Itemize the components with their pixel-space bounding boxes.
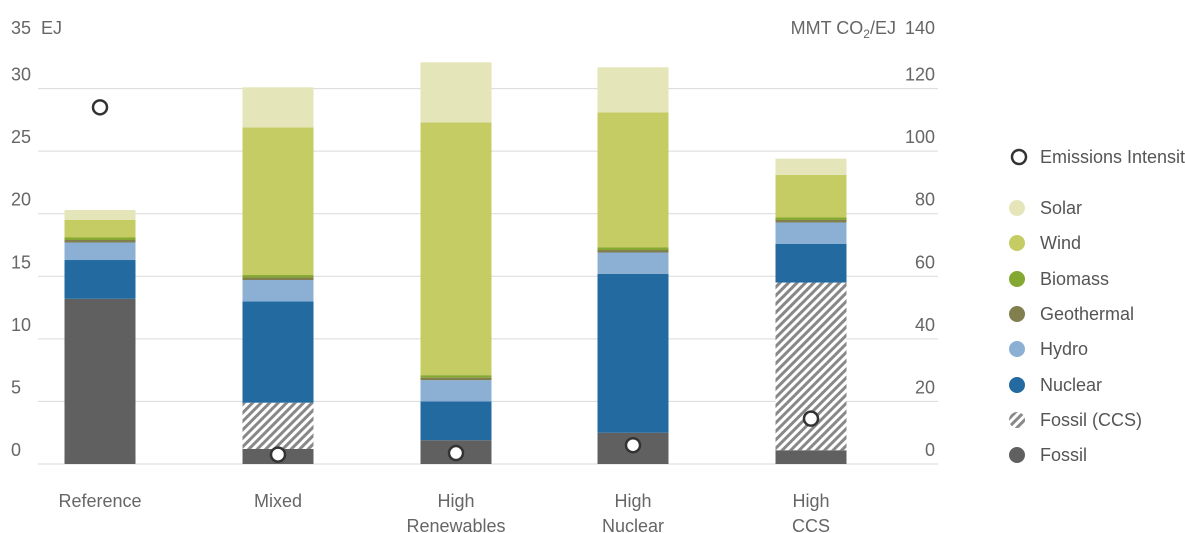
bar-segment-geothermal: [597, 250, 669, 253]
legend-label: Fossil: [1040, 445, 1087, 465]
legend-label: Solar: [1040, 198, 1082, 218]
legend-marker: [1010, 148, 1028, 166]
category-label: Reference: [58, 491, 141, 511]
right-tick-label: 60: [915, 252, 935, 272]
bar-segment-biomass: [775, 217, 847, 220]
left-tick-label: 25: [11, 127, 31, 147]
bar-segment-nuclear: [775, 243, 847, 283]
category-label: Nuclear: [602, 516, 664, 533]
bar-segment-fossil: [64, 298, 136, 464]
bar-segment-biomass: [242, 275, 314, 278]
bar-segment-nuclear: [64, 260, 136, 299]
bar-segment-nuclear: [597, 273, 669, 433]
legend-label: Fossil (CCS): [1040, 410, 1142, 430]
bar-segment-solar: [242, 87, 314, 128]
bar-segment-wind: [775, 174, 847, 218]
bar-segment-wind: [420, 122, 492, 376]
bar-segment-hydro: [597, 252, 669, 274]
left-tick-label: 35: [11, 18, 31, 38]
right-tick-label: 40: [915, 315, 935, 335]
emissions-intensity-point: [447, 444, 465, 462]
emissions-intensity-point: [269, 446, 287, 463]
bar-segment-geothermal: [420, 377, 492, 381]
left-tick-label: 15: [11, 252, 31, 272]
category-label: CCS: [792, 516, 830, 533]
category-label: High: [614, 491, 651, 511]
emissions-intensity-points: [91, 99, 820, 463]
right-tick-label: 20: [915, 377, 935, 397]
bars: [64, 62, 847, 464]
legend-label: Nuclear: [1040, 375, 1102, 395]
bar-segment-solar: [64, 209, 136, 220]
bar-segment-nuclear: [420, 401, 492, 441]
left-tick-label: 5: [11, 377, 21, 397]
bar-segment-nuclear: [242, 301, 314, 403]
bar-segment-biomass: [597, 247, 669, 251]
bar-segment-solar: [597, 67, 669, 113]
right-tick-label: 80: [915, 190, 935, 210]
left-tick-label: 0: [11, 440, 21, 460]
bar-segment-hydro: [64, 242, 136, 261]
left-tick-label: 30: [11, 65, 31, 85]
bar-segment-wind: [242, 127, 314, 276]
bar-segment-geothermal: [775, 219, 847, 223]
bar-segment-hydro: [775, 222, 847, 244]
bar-segment-biomass: [420, 375, 492, 378]
legend-swatch: [1009, 412, 1025, 428]
category-label: Mixed: [254, 491, 302, 511]
emissions-intensity-point: [624, 436, 642, 454]
bar-segment-geothermal: [64, 239, 136, 243]
right-axis-unit: MMT CO2/EJ: [791, 18, 896, 41]
emissions-intensity-point: [802, 410, 820, 427]
bar-segment-biomass: [64, 237, 136, 240]
right-tick-label: 100: [905, 127, 935, 147]
legend-label: Hydro: [1040, 339, 1088, 359]
bar-segment-geothermal: [242, 277, 314, 281]
bar-segment-fossil-ccs: [242, 402, 314, 449]
legend-label: Geothermal: [1040, 304, 1134, 324]
right-tick-label: 120: [905, 65, 935, 85]
legend-swatch: [1009, 271, 1025, 287]
bar-segment-hydro: [420, 380, 492, 402]
legend-label: Emissions Intensity: [1040, 147, 1185, 167]
category-labels: Reference Mixed High Renewables High Nuclear H…: [58, 491, 830, 533]
bar-segment-fossil: [775, 450, 847, 464]
legend-swatch: [1009, 235, 1025, 251]
bar-segment-hydro: [242, 280, 314, 302]
legend-swatch: [1009, 200, 1025, 216]
bar-segment-wind: [64, 219, 136, 238]
right-tick-label: 0: [925, 440, 935, 460]
left-tick-label: 10: [11, 315, 31, 335]
category-label: High: [792, 491, 829, 511]
legend-label: Biomass: [1040, 269, 1109, 289]
legend: Emissions Intensity Solar Wind Biomass Geoth…: [1009, 147, 1185, 465]
legend-swatch: [1009, 306, 1025, 322]
axes: EJ MMT CO2/EJ 0 5 10 15 20 25 30 35 0 20 40 60 80 100…: [11, 18, 935, 460]
bar-segment-solar: [775, 158, 847, 175]
legend-swatch: [1009, 341, 1025, 357]
right-tick-label: 140: [905, 18, 935, 38]
category-label: Renewables: [406, 516, 505, 533]
legend-label: Wind: [1040, 233, 1081, 253]
bar-segment-solar: [420, 62, 492, 123]
left-axis-unit: EJ: [41, 18, 62, 38]
bar-segment-wind: [597, 112, 669, 248]
legend-swatch: [1009, 447, 1025, 463]
legend-swatch: [1009, 377, 1025, 393]
left-tick-label: 20: [11, 190, 31, 210]
category-label: High: [437, 491, 474, 511]
emissions-intensity-point: [91, 99, 109, 116]
